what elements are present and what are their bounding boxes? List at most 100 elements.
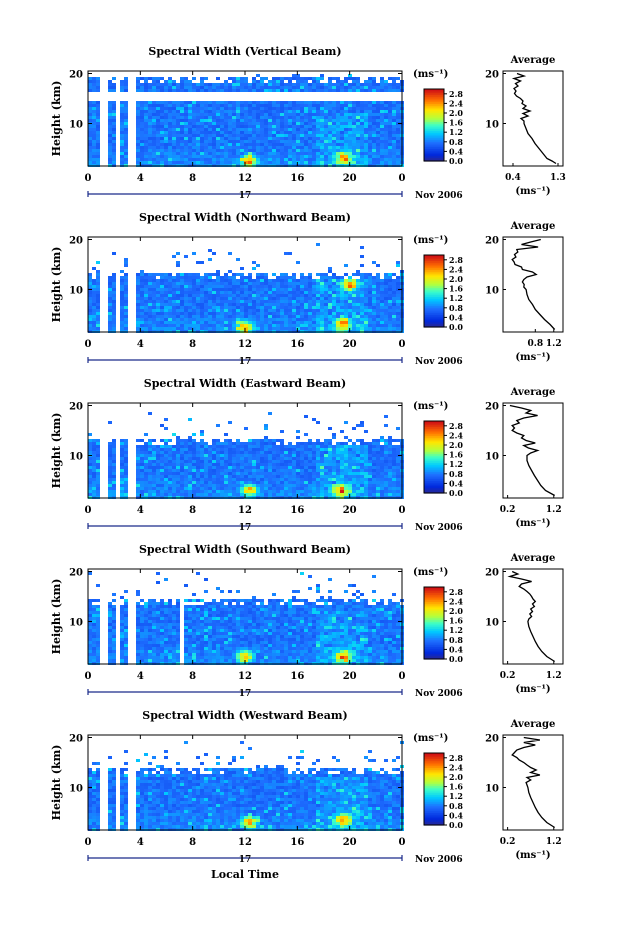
heatmap-cell [200, 463, 204, 466]
heatmap-cell [144, 110, 148, 113]
heatmap-cell [152, 463, 156, 466]
heatmap-cell [364, 113, 368, 116]
heatmap-cell [332, 306, 336, 309]
heatmap-cell [168, 288, 172, 291]
heatmap-cell [396, 321, 400, 324]
heatmap-cell [236, 493, 240, 496]
heatmap-cell [152, 327, 156, 330]
heatmap-cell [332, 143, 336, 146]
heatmap-cell [284, 454, 288, 457]
heatmap-cell [224, 469, 228, 472]
heatmap-cell [368, 490, 372, 493]
heatmap-cell [356, 303, 360, 306]
heatmap-cell [272, 484, 276, 487]
heatmap-cell [296, 312, 300, 315]
heatmap-cell [388, 77, 392, 80]
heatmap-cell [264, 131, 268, 134]
heatmap-cell [312, 149, 316, 152]
heatmap-cell [244, 158, 248, 161]
heatmap-cell [184, 469, 188, 472]
heatmap-cell [320, 288, 324, 291]
heatmap-cell [152, 448, 156, 451]
heatmap-cell [96, 77, 100, 80]
heatmap-cell [388, 276, 392, 279]
heatmap-cell [280, 131, 284, 134]
heatmap-cell [264, 303, 268, 306]
heatmap-cell [88, 460, 92, 463]
heatmap-cell [164, 442, 168, 445]
heatmap-cell [220, 101, 224, 104]
heatmap-cell [136, 478, 140, 481]
heatmap-cell [324, 312, 328, 315]
heatmap-cell [176, 264, 180, 267]
heatmap-cell [336, 487, 340, 490]
heatmap-cell [212, 291, 216, 294]
heatmap-cell [180, 134, 184, 137]
heatmap-cell [308, 487, 312, 490]
heatmap-cell [276, 125, 280, 128]
heatmap-cell [372, 158, 376, 161]
heatmap-cell [352, 469, 356, 472]
heatmap-cell [164, 303, 168, 306]
heatmap-cell [300, 128, 304, 131]
heatmap-cell [112, 152, 116, 155]
heatmap-cell [276, 484, 280, 487]
heatmap-cell [308, 276, 312, 279]
heatmap-cell [312, 469, 316, 472]
heatmap-cell [208, 469, 212, 472]
heatmap-cell [372, 457, 376, 460]
heatmap-cell [396, 285, 400, 288]
colorbar-segment [424, 292, 444, 296]
heatmap-cell [92, 454, 96, 457]
heatmap-cell [164, 469, 168, 472]
heatmap-cell [320, 312, 324, 315]
heatmap-cell [148, 306, 152, 309]
heatmap-cell [152, 276, 156, 279]
heatmap-cell [372, 125, 376, 128]
heatmap-cell [160, 89, 164, 92]
heatmap-cell [176, 140, 180, 143]
heatmap-cell [92, 140, 96, 143]
heatmap-cell [328, 107, 332, 110]
heatmap-cell [208, 155, 212, 158]
colorbar-segment [424, 321, 444, 324]
heatmap-cell [224, 279, 228, 282]
heatmap-cell [376, 116, 380, 119]
heatmap-cell [316, 445, 320, 448]
heatmap-cell [384, 122, 388, 125]
heatmap-cell [308, 439, 312, 442]
heatmap-cell [264, 297, 268, 300]
heatmap-cell [240, 137, 244, 140]
heatmap-cell [108, 318, 112, 321]
heatmap-cell [352, 110, 356, 113]
heatmap-cell [304, 303, 308, 306]
heatmap-cell [320, 86, 324, 89]
heatmap-cell [284, 149, 288, 152]
heatmap-cell [360, 86, 364, 89]
heatmap-cell [160, 122, 164, 125]
heatmap-cell [196, 448, 200, 451]
heatmap-cell [364, 101, 368, 104]
heatmap-cell [296, 107, 300, 110]
heatmap-cell [328, 134, 332, 137]
heatmap-cell [332, 297, 336, 300]
heatmap-cell [260, 125, 264, 128]
heatmap-cell [320, 125, 324, 128]
heatmap-cell [140, 104, 144, 107]
heatmap-cell [336, 137, 340, 140]
heatmap-cell [244, 137, 248, 140]
heatmap-cell [216, 481, 220, 484]
heatmap-cell [144, 104, 148, 107]
heatmap-cell [376, 113, 380, 116]
heatmap-cell [308, 297, 312, 300]
heatmap-cell [256, 285, 260, 288]
heatmap-cell [184, 152, 188, 155]
heatmap-cell [160, 140, 164, 143]
heatmap-cell [392, 131, 396, 134]
heatmap-cell [232, 152, 236, 155]
heatmap-cell [244, 312, 248, 315]
heatmap-cell [160, 282, 164, 285]
heatmap-cell [252, 128, 256, 131]
heatmap-cell [364, 285, 368, 288]
heatmap-cell [192, 110, 196, 113]
